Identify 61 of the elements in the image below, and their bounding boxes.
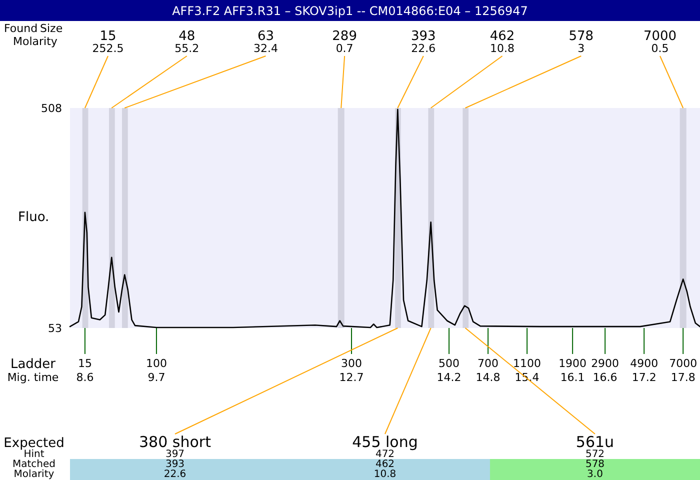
text: Ladder: [10, 357, 56, 372]
text: 472: [375, 449, 395, 460]
annotation: 32.4: [253, 42, 278, 55]
text: Matched: [12, 459, 56, 470]
annotation: 380 short: [139, 433, 212, 451]
text: 100: [146, 357, 167, 370]
text: Molarity: [13, 35, 58, 48]
band-label: 15: [100, 29, 116, 44]
text: Size: [40, 22, 63, 35]
band-label: 48: [178, 29, 196, 44]
y-tick-label: 508: [41, 102, 62, 115]
text: 2900: [591, 357, 620, 370]
x-tick-label: 16.1: [560, 371, 585, 384]
annotation: 455 long: [352, 433, 418, 451]
annotation: 0.5: [651, 42, 669, 55]
x-tick-label: 8.6: [76, 371, 94, 384]
annotation: 0.7: [336, 42, 354, 55]
band-label: 63: [257, 29, 274, 44]
annotation: 252.5: [92, 42, 124, 55]
text: 15: [78, 357, 92, 370]
text: 3.0: [587, 469, 603, 480]
annotation: 3: [578, 42, 585, 55]
text: Found: [4, 22, 38, 35]
band-label: 462: [490, 29, 515, 44]
text: Expected: [4, 436, 64, 451]
annotation: 55.2: [174, 42, 200, 55]
y-axis-title: Fluo.: [18, 210, 50, 225]
band-label: 7000: [643, 29, 677, 44]
x-tick-label: 14.8: [476, 371, 500, 384]
text: 462: [375, 459, 395, 470]
x-tick-label: 16.6: [592, 371, 618, 384]
text: 1100: [513, 357, 542, 370]
chart-title: AFF3.F2 AFF3.R31 – SKOV3ip1 -- CM014866:E04 – 1256947: [172, 4, 528, 18]
text: 10.8: [374, 469, 396, 480]
x-tick-label: 17.2: [632, 371, 656, 384]
y-tick-label: 53: [48, 322, 62, 335]
annotation: 10.8: [490, 42, 515, 55]
annotation: 22.6: [411, 42, 436, 55]
x-tick-label: 12.7: [339, 371, 364, 384]
line-series: [69, 108, 700, 328]
text: 393: [165, 459, 185, 470]
x-tick-label: 17.8: [670, 371, 696, 384]
text: 22.6: [164, 469, 186, 480]
band-label: 289: [332, 29, 357, 44]
band-label: 393: [411, 29, 436, 44]
annotation: 561u: [576, 433, 614, 451]
text: Molarity: [14, 469, 54, 480]
text: 500: [438, 357, 460, 370]
text: 4900: [630, 357, 658, 370]
text: 700: [478, 357, 499, 370]
band-label: 578: [568, 29, 594, 44]
x-axis-title: Mig. time: [7, 371, 59, 384]
text: 572: [585, 449, 605, 460]
x-tick-label: 9.7: [148, 371, 166, 384]
text: Hint: [24, 449, 44, 460]
text: 1900: [558, 357, 587, 370]
text: 7000: [669, 357, 698, 370]
text: 397: [165, 449, 185, 460]
x-tick-label: 14.2: [436, 371, 462, 384]
text: 578: [585, 459, 605, 470]
text: 300: [341, 357, 362, 370]
